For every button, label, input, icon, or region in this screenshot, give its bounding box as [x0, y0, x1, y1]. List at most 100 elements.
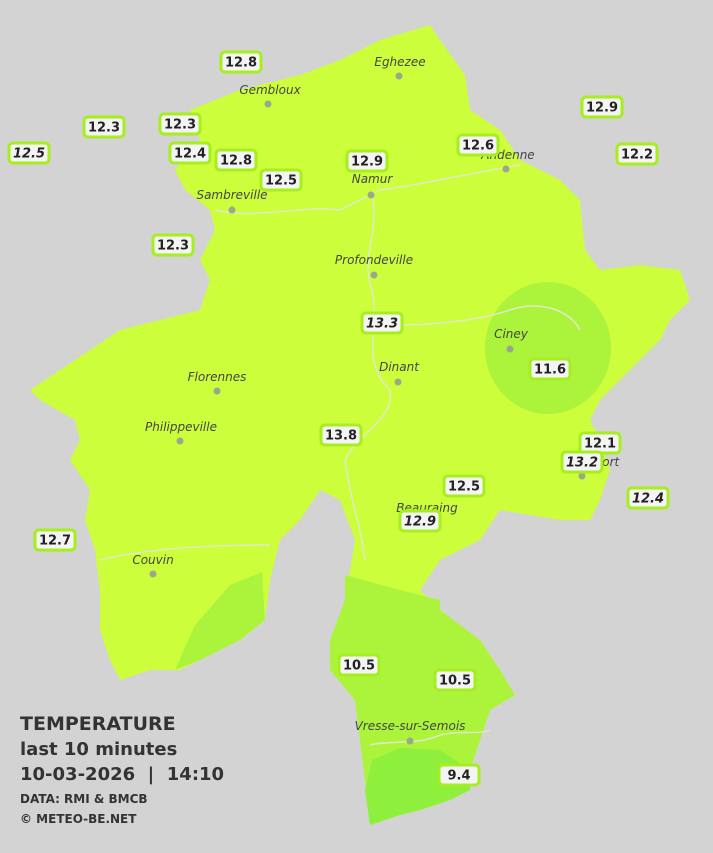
- station-value: 12.6: [462, 139, 494, 154]
- station: 13.3: [360, 311, 404, 335]
- city-dot: [264, 100, 272, 108]
- station: 12.9: [345, 149, 389, 173]
- city-dot: [395, 72, 403, 80]
- info-title: TEMPERATURE: [20, 713, 176, 735]
- city-dot: [506, 345, 514, 353]
- city-dot: [213, 387, 221, 395]
- river: [99, 544, 271, 561]
- city-dot: [578, 472, 586, 480]
- station-value: 9.4: [447, 769, 470, 784]
- info-copyright: © METEO-BE.NET: [20, 812, 137, 826]
- station-value: 10.5: [343, 659, 375, 674]
- station-value: 12.9: [404, 515, 436, 530]
- info-period: last 10 minutes: [20, 739, 177, 760]
- station-box: [168, 141, 212, 165]
- station-box: [433, 668, 477, 692]
- city-dot: [502, 165, 510, 173]
- station-box: [345, 149, 389, 173]
- station-value: 12.5: [13, 147, 45, 162]
- station-box: [337, 653, 381, 677]
- station-value: 12.3: [164, 118, 196, 133]
- zone-couvin: [175, 572, 265, 670]
- station-box: [580, 95, 624, 119]
- station-box: [360, 311, 404, 335]
- river: [214, 164, 521, 215]
- city-label: Sambreville: [196, 188, 267, 202]
- station: 12.3: [151, 233, 195, 257]
- station: 12.4: [626, 486, 670, 510]
- city-label: Profondeville: [335, 253, 413, 267]
- station-value: 12.7: [39, 534, 71, 549]
- station-box: [214, 148, 258, 172]
- station-box: [319, 423, 363, 447]
- info-source: DATA: RMI & BMCB: [20, 792, 148, 806]
- station: 13.8: [319, 423, 363, 447]
- station: 12.5: [259, 168, 303, 192]
- station: 12.8: [219, 50, 263, 74]
- city-dot: [370, 271, 378, 279]
- city-dot: [228, 206, 236, 214]
- city-dot: [176, 437, 184, 445]
- station: 12.4: [168, 141, 212, 165]
- city-label: Florennes: [188, 370, 247, 384]
- station: 12.8: [214, 148, 258, 172]
- city-label: Gembloux: [239, 83, 301, 97]
- station-box: [615, 142, 659, 166]
- station-value: 12.3: [157, 239, 189, 254]
- station: 12.9: [580, 95, 624, 119]
- station-box: [626, 486, 670, 510]
- station: 12.3: [82, 115, 126, 139]
- river: [344, 194, 392, 561]
- station-box: [259, 168, 303, 192]
- station: 12.2: [615, 142, 659, 166]
- city-label: Dinant: [379, 360, 420, 374]
- station-box: [442, 474, 486, 498]
- city-dot: [406, 737, 414, 745]
- station-box: [33, 528, 77, 552]
- zone-ciney: [485, 282, 611, 414]
- city-dot: [149, 570, 157, 578]
- station-box: [456, 133, 500, 157]
- city-label: Couvin: [132, 553, 173, 567]
- station-box: [528, 357, 572, 381]
- station: 12.5: [7, 141, 51, 165]
- station: 12.6: [456, 133, 500, 157]
- station: 11.6: [528, 357, 572, 381]
- city-label: Vresse-sur-Semois: [355, 719, 466, 733]
- station: 12.1: [578, 431, 622, 455]
- station: 12.9: [398, 509, 442, 533]
- station-box: [82, 115, 126, 139]
- station-value: 13.8: [325, 429, 357, 444]
- city-label: Eghezee: [374, 55, 425, 69]
- city-label: Namur: [352, 172, 394, 186]
- station-box: [560, 450, 604, 474]
- river: [369, 729, 491, 746]
- station-value: 12.4: [174, 147, 206, 162]
- station-value: 12.4: [632, 492, 664, 507]
- city-label: Ciney: [494, 327, 529, 341]
- station-value: 12.8: [220, 154, 252, 169]
- station-value: 12.5: [265, 174, 297, 189]
- station: 10.5: [433, 668, 477, 692]
- station: 13.2: [560, 450, 604, 474]
- station-value: 11.6: [534, 363, 566, 378]
- station-value: 12.2: [621, 148, 653, 163]
- station-value: 12.9: [351, 155, 383, 170]
- station: 12.5: [442, 474, 486, 498]
- station: 12.3: [158, 112, 202, 136]
- station-box: [437, 763, 481, 787]
- station-value: 12.8: [225, 56, 257, 71]
- station-value: 12.9: [586, 101, 618, 116]
- city-dot: [367, 191, 375, 199]
- station: 9.4: [437, 763, 481, 787]
- station-box: [398, 509, 442, 533]
- city-dot: [394, 378, 402, 386]
- station-value: 12.3: [88, 121, 120, 136]
- info-timestamp: 10-03-2026 | 14:10: [20, 764, 224, 785]
- station-value: 10.5: [439, 674, 471, 689]
- station-value: 13.3: [366, 317, 398, 332]
- station: 10.5: [337, 653, 381, 677]
- station-box: [158, 112, 202, 136]
